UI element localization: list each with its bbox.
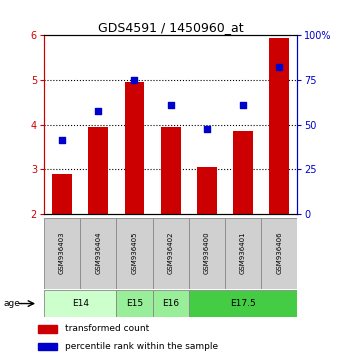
- Point: [276, 64, 282, 69]
- Bar: [161, 127, 180, 214]
- Bar: [189, 290, 297, 317]
- Bar: [38, 325, 57, 333]
- Text: GSM936404: GSM936404: [95, 232, 101, 274]
- Bar: [152, 218, 189, 289]
- Bar: [80, 218, 116, 289]
- Text: transformed count: transformed count: [65, 324, 149, 333]
- Bar: [116, 218, 152, 289]
- Bar: [197, 167, 217, 214]
- Text: GSM936406: GSM936406: [276, 232, 282, 274]
- Text: GSM936403: GSM936403: [59, 232, 65, 274]
- Bar: [124, 82, 144, 214]
- Text: GSM936400: GSM936400: [204, 232, 210, 274]
- Point: [204, 126, 210, 132]
- Point: [240, 102, 246, 108]
- Text: E16: E16: [162, 299, 179, 308]
- Bar: [152, 290, 189, 317]
- Point: [96, 109, 101, 114]
- Text: E15: E15: [126, 299, 143, 308]
- Bar: [116, 290, 152, 317]
- Bar: [52, 174, 72, 214]
- Bar: [189, 218, 225, 289]
- Bar: [269, 38, 289, 214]
- Text: GSM936402: GSM936402: [168, 232, 174, 274]
- Title: GDS4591 / 1450960_at: GDS4591 / 1450960_at: [98, 21, 243, 34]
- Text: GSM936405: GSM936405: [131, 232, 138, 274]
- Text: E14: E14: [72, 299, 89, 308]
- Text: GSM936401: GSM936401: [240, 232, 246, 274]
- Bar: [44, 290, 116, 317]
- Bar: [38, 343, 57, 350]
- Point: [59, 138, 65, 143]
- Point: [132, 77, 137, 83]
- Text: E17.5: E17.5: [230, 299, 256, 308]
- Bar: [88, 127, 108, 214]
- Bar: [233, 131, 253, 214]
- Bar: [261, 218, 297, 289]
- Text: age: age: [3, 299, 20, 308]
- Point: [168, 102, 173, 108]
- Bar: [44, 218, 80, 289]
- Bar: [225, 218, 261, 289]
- Text: percentile rank within the sample: percentile rank within the sample: [65, 342, 218, 351]
